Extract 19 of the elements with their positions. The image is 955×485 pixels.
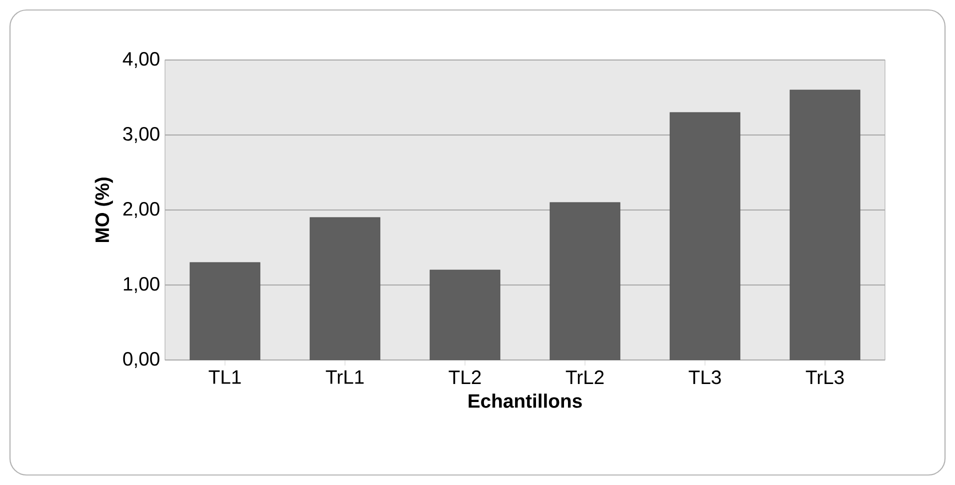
bar — [670, 112, 740, 360]
bar — [430, 270, 500, 360]
x-tick-label: TrL2 — [566, 370, 604, 384]
x-tick-label: TL3 — [688, 370, 721, 384]
y-tick-label: 1,00 — [124, 276, 160, 293]
bar — [790, 90, 860, 360]
x-tick-label: TrL3 — [806, 370, 844, 384]
y-tick-label: 0,00 — [123, 352, 160, 368]
x-tick-label: TrL1 — [326, 370, 364, 384]
bar — [310, 217, 380, 360]
y-tick-label: 4,00 — [122, 52, 160, 68]
bar — [190, 262, 260, 360]
y-axis-title: MO (%) — [94, 178, 113, 242]
y-tick-label: 3,00 — [123, 126, 160, 143]
x-tick-label: TL2 — [448, 370, 481, 384]
x-axis-title: Echantillons — [468, 394, 582, 408]
x-tick-label: TL1 — [208, 370, 241, 384]
bar — [550, 202, 620, 360]
y-tick-label: 2,00 — [123, 202, 160, 218]
